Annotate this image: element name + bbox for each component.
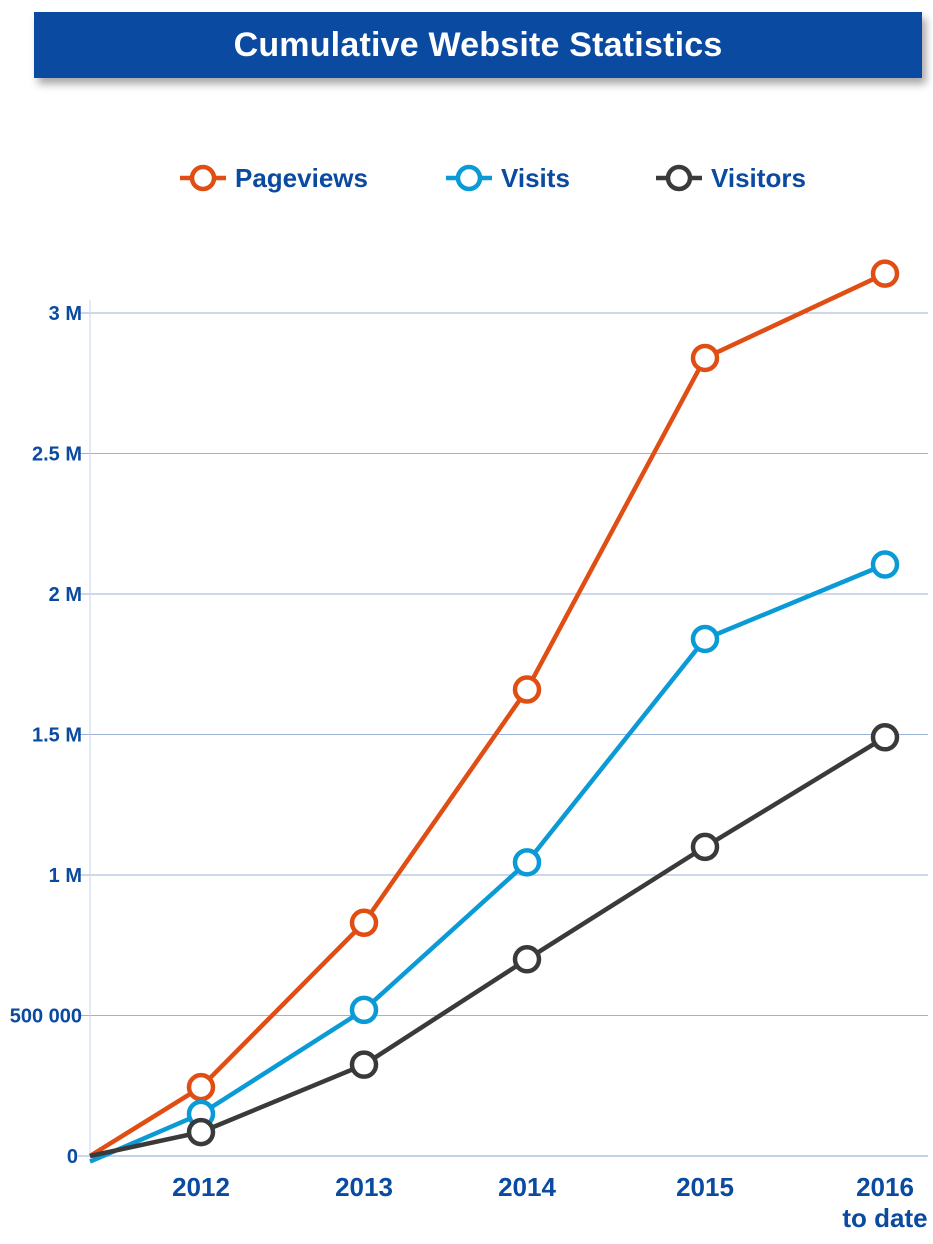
visits-series-line <box>89 562 886 1164</box>
x-tick-label: 2014 <box>498 1172 556 1202</box>
visitors-point <box>186 1117 216 1147</box>
x-tick-label: 2013 <box>335 1172 393 1202</box>
legend-item-pageviews: Pageviews <box>180 163 368 193</box>
legend-swatch-marker <box>665 164 693 192</box>
pageviews-point <box>870 259 900 288</box>
y-tick-label: 2.5 M <box>32 444 82 466</box>
title-banner: Cumulative Website Statistics <box>34 12 922 78</box>
x-tick-label: 2012 <box>172 1172 230 1202</box>
visits-point <box>870 550 900 579</box>
series-group <box>88 259 900 1164</box>
y-axis-ticks: 0 500 000 1 M 1.5 M 2 M 2.5 M 3 M <box>10 303 82 1168</box>
visitors-point <box>870 723 900 752</box>
visitors-series-line <box>89 735 887 1159</box>
legend-item-visits: Visits <box>446 163 570 193</box>
legend-swatch-marker <box>189 164 217 192</box>
pageviews-point <box>690 343 720 373</box>
y-tick-label: 1 M <box>49 865 82 887</box>
y-tick-label: 500 000 <box>10 1006 82 1028</box>
legend-label: Visits <box>501 163 570 193</box>
visitors-point <box>349 1050 379 1079</box>
visits-point <box>690 624 720 654</box>
pageviews-point <box>512 675 542 704</box>
x-tick-label: 2016 <box>856 1172 914 1202</box>
legend-label: Visitors <box>711 163 806 193</box>
legend: Pageviews Visits Visitors <box>180 163 806 193</box>
pageviews-series-line <box>88 271 886 1158</box>
y-tick-label: 0 <box>67 1146 78 1168</box>
pageviews-point <box>186 1072 216 1102</box>
visits-point <box>512 848 542 877</box>
visitors-point <box>512 945 542 974</box>
visits-point <box>349 995 379 1025</box>
visitors-point <box>690 832 720 862</box>
x-tick-label: to date <box>842 1203 927 1233</box>
pageviews-point <box>349 908 379 938</box>
legend-item-visitors: Visitors <box>656 163 806 193</box>
legend-label: Pageviews <box>235 163 368 193</box>
x-tick-label: 2015 <box>676 1172 734 1202</box>
y-tick-label: 3 M <box>49 303 82 325</box>
legend-swatch-marker <box>455 164 483 192</box>
gridlines <box>78 300 928 1157</box>
y-tick-label: 2 M <box>49 584 82 606</box>
chart-title: Cumulative Website Statistics <box>233 25 723 64</box>
y-tick-label: 1.5 M <box>32 725 82 747</box>
